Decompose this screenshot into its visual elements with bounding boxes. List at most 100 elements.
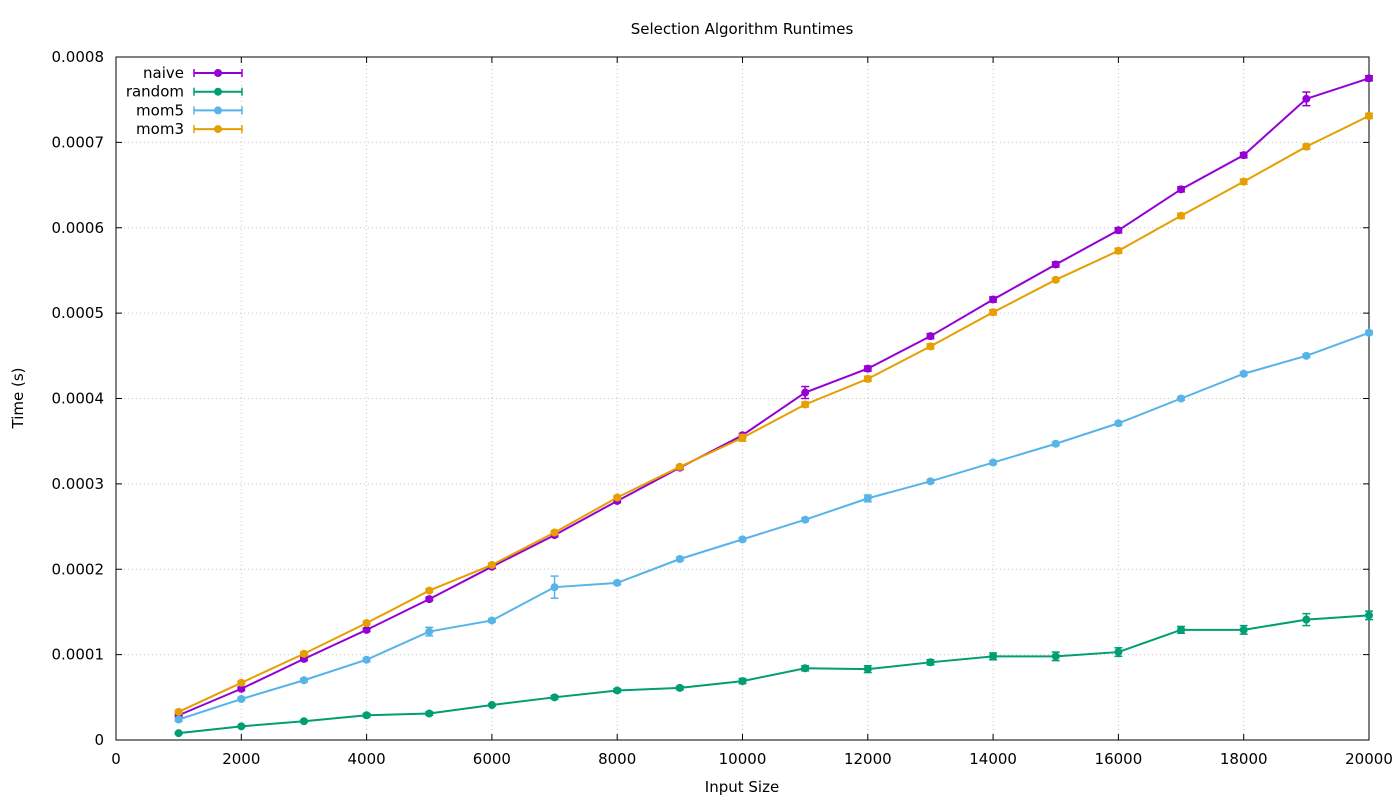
data-point-mom5 — [863, 494, 872, 503]
data-point-naive — [801, 388, 810, 397]
data-point-random — [362, 711, 371, 720]
x-tick-label: 4000 — [348, 750, 386, 768]
series-layer — [174, 74, 1373, 738]
data-point-mom5 — [550, 583, 559, 592]
chart-title: Selection Algorithm Runtimes — [631, 20, 854, 38]
data-point-random — [863, 665, 872, 674]
data-point-mom5 — [299, 676, 308, 685]
x-tick-label: 6000 — [473, 750, 511, 768]
legend-label-mom3: mom3 — [136, 120, 184, 138]
y-tick-label: 0.0003 — [52, 475, 105, 493]
data-point-random — [1239, 625, 1248, 634]
legend-label-naive: naive — [143, 64, 184, 82]
series-mom3 — [174, 111, 1373, 716]
data-point-mom5 — [487, 616, 496, 625]
data-point-random — [487, 700, 496, 709]
data-point-random — [425, 709, 434, 718]
legend-marker-mom5 — [214, 106, 222, 115]
data-point-mom3 — [675, 462, 684, 471]
x-tick-label: 8000 — [598, 750, 636, 768]
data-point-mom3 — [425, 586, 434, 595]
data-point-mom5 — [1177, 394, 1186, 403]
legend-marker-naive — [214, 69, 222, 77]
y-tick-label: 0.0006 — [52, 219, 105, 237]
data-point-naive — [1365, 74, 1373, 83]
data-point-naive — [863, 364, 872, 373]
series-naive — [174, 74, 1373, 720]
legend-marker-random — [214, 87, 222, 96]
data-point-mom3 — [863, 374, 872, 383]
data-point-mom3 — [362, 619, 371, 628]
data-point-mom5 — [1051, 439, 1060, 448]
y-tick-label: 0 — [94, 731, 104, 749]
data-point-mom3 — [1051, 275, 1060, 284]
y-tick-label: 0.0008 — [52, 48, 105, 66]
data-point-mom3 — [1177, 211, 1186, 220]
x-tick-label: 20000 — [1345, 750, 1393, 768]
series-line-naive — [178, 77, 1370, 717]
data-point-mom5 — [1302, 351, 1311, 360]
y-tick-label: 0.0001 — [52, 646, 105, 664]
data-point-mom5 — [989, 458, 998, 467]
series-line-mom3 — [178, 115, 1370, 713]
data-point-mom5 — [1114, 419, 1123, 428]
data-point-mom3 — [1302, 142, 1311, 151]
data-point-mom3 — [487, 560, 496, 569]
data-point-mom3 — [1365, 111, 1373, 120]
data-point-naive — [1177, 185, 1186, 194]
data-point-random — [1177, 625, 1186, 634]
data-point-mom3 — [738, 433, 747, 442]
data-point-mom3 — [989, 308, 998, 317]
data-point-naive — [1239, 151, 1248, 160]
data-point-random — [613, 686, 622, 695]
axes-layer: 0 2000 4000 6000 8000 10000 12000 14000 16000 180… — [52, 48, 1393, 768]
x-tick-label: 14000 — [969, 750, 1017, 768]
data-point-mom5 — [613, 578, 622, 587]
x-tick-label: 2000 — [222, 750, 260, 768]
data-point-mom3 — [1239, 177, 1248, 186]
series-mom5 — [174, 328, 1373, 724]
data-point-random — [1051, 652, 1060, 661]
y-axis-label: Time (s) — [9, 368, 27, 430]
data-point-random — [926, 658, 935, 667]
data-point-naive — [1114, 226, 1123, 235]
data-point-naive — [1051, 260, 1060, 269]
x-tick-label: 0 — [111, 750, 121, 768]
data-point-mom5 — [926, 477, 935, 486]
data-point-random — [550, 693, 559, 702]
data-point-mom3 — [299, 649, 308, 658]
data-point-mom3 — [1114, 246, 1123, 255]
data-point-mom3 — [926, 342, 935, 351]
data-point-naive — [926, 332, 935, 341]
data-point-random — [1365, 611, 1373, 620]
y-tick-label: 0.0007 — [52, 133, 105, 151]
data-point-mom5 — [738, 535, 747, 544]
data-point-random — [237, 722, 246, 731]
legend-marker-mom3 — [214, 125, 222, 134]
data-point-naive — [237, 684, 246, 693]
data-point-random — [1302, 615, 1311, 624]
data-point-naive — [425, 595, 434, 604]
data-point-mom3 — [174, 707, 183, 716]
series-line-mom5 — [178, 331, 1370, 721]
data-point-mom5 — [675, 555, 684, 564]
series-random — [174, 610, 1373, 738]
data-point-mom5 — [362, 655, 371, 664]
y-tick-label: 0.0004 — [52, 390, 105, 408]
data-point-naive — [1302, 94, 1311, 103]
x-axis-label: Input Size — [705, 778, 779, 796]
x-tick-label: 12000 — [844, 750, 892, 768]
legend-label-random: random — [126, 83, 184, 101]
data-point-mom3 — [550, 528, 559, 537]
data-point-mom5 — [237, 695, 246, 704]
data-point-random — [1114, 648, 1123, 657]
series-line-random — [178, 614, 1370, 735]
data-point-random — [675, 683, 684, 692]
x-tick-label: 10000 — [719, 750, 767, 768]
y-tick-label: 0.0002 — [52, 560, 105, 578]
data-point-naive — [989, 295, 998, 304]
legend-label-mom5: mom5 — [136, 101, 184, 119]
y-tick-label: 0.0005 — [52, 304, 105, 322]
